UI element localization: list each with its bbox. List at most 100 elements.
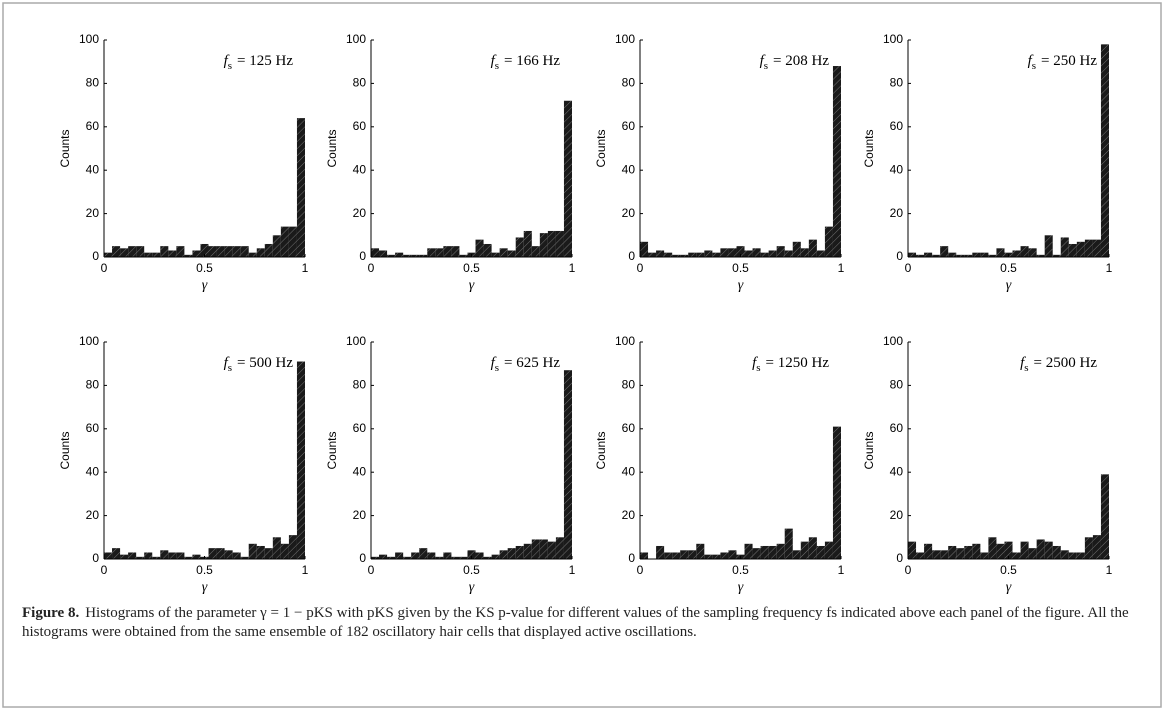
y-tick-label: 20 [353, 206, 367, 220]
x-tick-label: 1 [838, 563, 845, 577]
bar [280, 543, 289, 559]
bar-hatch [916, 552, 925, 559]
bar [539, 233, 548, 257]
bar-hatch [776, 246, 785, 257]
bar [387, 556, 396, 559]
bar [768, 250, 777, 257]
bar [948, 252, 957, 257]
bar-hatch [1092, 535, 1101, 559]
bar-hatch [232, 246, 241, 257]
bar-hatch [924, 252, 933, 257]
bar-hatch [451, 556, 460, 559]
bar [232, 552, 241, 559]
bar-hatch [760, 252, 769, 257]
bar [808, 537, 817, 559]
y-tick-label: 100 [883, 32, 903, 46]
x-tick-label: 0 [368, 261, 375, 275]
bar-hatch [964, 254, 973, 257]
annotation-text: = 166 Hz [504, 53, 560, 69]
bar-hatch [427, 552, 436, 559]
x-tick-label: 0.5 [196, 261, 213, 275]
bar-hatch [491, 554, 500, 559]
bar [483, 243, 492, 257]
bar-hatch [964, 545, 973, 559]
x-tick-label: 0 [101, 261, 108, 275]
bar [411, 254, 420, 257]
y-tick-label: 80 [622, 378, 636, 392]
bar [264, 243, 273, 257]
bar-hatch [395, 252, 404, 257]
bar [379, 250, 388, 257]
bar [752, 248, 761, 257]
bar [435, 248, 444, 257]
y-tick-label: 60 [86, 421, 100, 435]
bar [427, 248, 436, 257]
bar [1004, 541, 1013, 559]
bar [680, 550, 689, 559]
y-tick-label: 40 [353, 464, 367, 478]
bar-hatch [136, 556, 145, 559]
bar [451, 246, 460, 257]
y-tick-label: 40 [353, 162, 367, 176]
bar-hatch [672, 552, 681, 559]
bar-hatch [371, 556, 380, 559]
bar-hatch [387, 556, 396, 559]
bar-hatch [120, 248, 129, 257]
y-axis-label: Counts [325, 129, 339, 167]
bar-hatch [832, 66, 841, 257]
bar [403, 254, 412, 257]
bar-hatch [712, 252, 721, 257]
bar-hatch [531, 539, 540, 559]
y-tick-label: 40 [622, 162, 636, 176]
bar-hatch [395, 552, 404, 559]
bar [640, 552, 649, 559]
bar [640, 241, 649, 257]
bar [956, 548, 965, 559]
bar-hatch [547, 541, 556, 559]
x-tick-label: 0.5 [732, 261, 749, 275]
bar [475, 552, 484, 559]
bar-hatch [784, 250, 793, 257]
annotation-symbol: f [1028, 53, 1034, 69]
bar [784, 528, 793, 559]
bar [264, 548, 273, 559]
y-tick-label: 20 [86, 508, 100, 522]
bar-hatch [808, 537, 817, 559]
annotation-symbol: f [752, 355, 758, 371]
x-tick-label: 0.5 [196, 563, 213, 577]
x-tick-label: 1 [302, 261, 309, 275]
bar [208, 548, 217, 559]
bar [419, 254, 428, 257]
bar-hatch [192, 250, 201, 257]
annotation-text: = 625 Hz [504, 355, 560, 371]
bar-hatch [256, 248, 265, 257]
bar [280, 226, 289, 257]
bar-hatch [1036, 539, 1045, 559]
bar [112, 246, 121, 257]
y-tick-label: 0 [92, 551, 99, 565]
bar-hatch [760, 545, 769, 559]
y-tick-label: 40 [86, 162, 100, 176]
bar-hatch [996, 248, 1005, 257]
bar-hatch [972, 252, 981, 257]
bar [555, 230, 564, 257]
annotation: fs = 2500 Hz [1020, 355, 1097, 373]
bar [296, 361, 305, 559]
bar [387, 254, 396, 257]
bar [216, 548, 225, 559]
bar-hatch [403, 254, 412, 257]
bar [1012, 552, 1021, 559]
bar-hatch [475, 552, 484, 559]
bar [908, 252, 917, 257]
bar-hatch [1052, 545, 1061, 559]
bar-hatch [956, 254, 965, 257]
bar [1084, 239, 1093, 257]
bar-hatch [443, 246, 452, 257]
bar [792, 550, 801, 559]
y-axis-label: Counts [862, 431, 876, 469]
bar [411, 552, 420, 559]
bar [499, 550, 508, 559]
bar [728, 248, 737, 257]
bar [475, 239, 484, 257]
bar-hatch [288, 535, 297, 559]
